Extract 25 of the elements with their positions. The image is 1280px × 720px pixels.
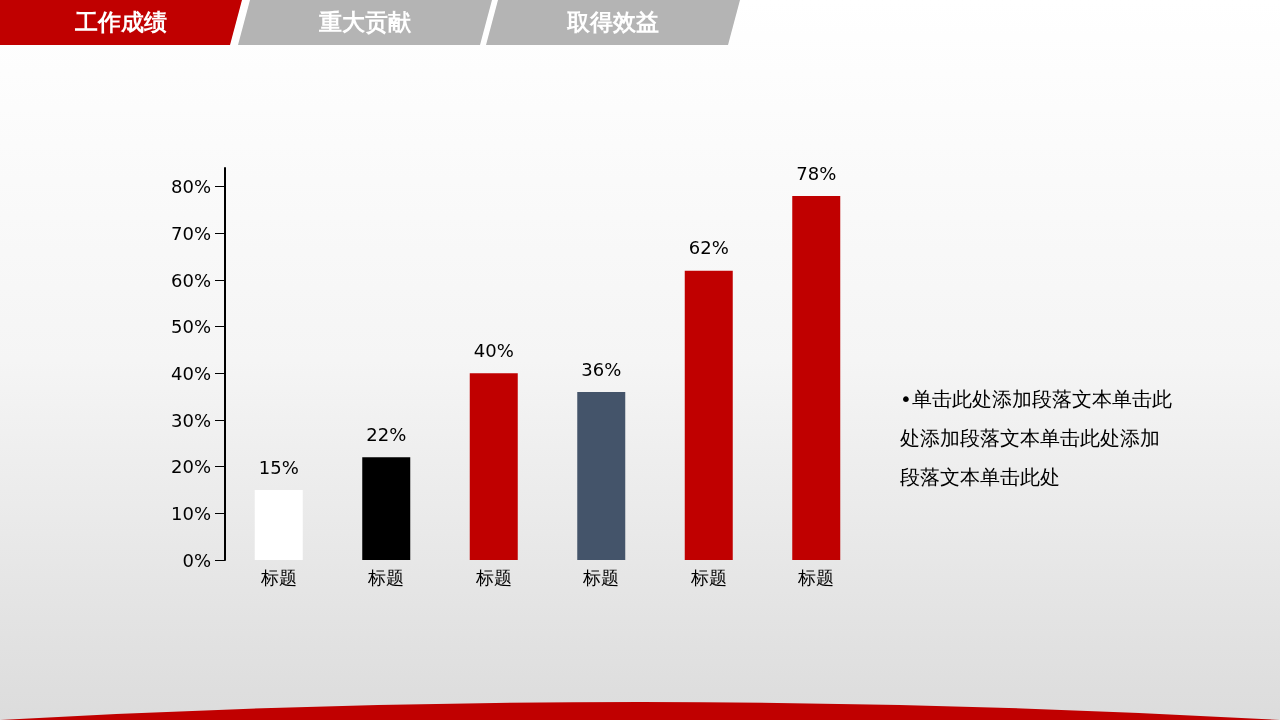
y-tick-label: 80% <box>170 176 211 198</box>
text: 重大贡献 <box>238 0 492 45</box>
data-label: 36% <box>581 358 622 380</box>
x-tick-label: 标题 <box>797 566 835 588</box>
y-tick-label: 20% <box>170 456 211 478</box>
y-tick-label: 40% <box>170 362 211 384</box>
x-tick-label: 标题 <box>259 566 297 588</box>
x-tick-label: 标题 <box>367 566 405 588</box>
y-tick-label: 0% <box>182 549 211 571</box>
data-label: 22% <box>366 423 407 445</box>
y-tick-label: 30% <box>170 409 211 431</box>
y-tick-label: 70% <box>170 222 211 244</box>
data-label: 78% <box>796 162 837 184</box>
y-tick-label: 10% <box>170 502 211 524</box>
x-tick-label: 标题 <box>582 566 620 588</box>
x-tick-label: 标题 <box>474 566 512 588</box>
text: 取得效益 <box>486 0 740 45</box>
text: 工作成绩 <box>0 0 242 45</box>
data-label: 62% <box>688 237 729 259</box>
x-tick-label: 标题 <box>689 566 727 588</box>
y-tick-label: 60% <box>170 269 211 291</box>
data-label: 40% <box>473 339 514 361</box>
data-label: 15% <box>258 456 299 478</box>
text: •单击此处添加段落文本单击此处添加段落文本单击此处添加段落文本单击此处 <box>900 386 1172 491</box>
y-tick-label: 50% <box>170 316 211 338</box>
